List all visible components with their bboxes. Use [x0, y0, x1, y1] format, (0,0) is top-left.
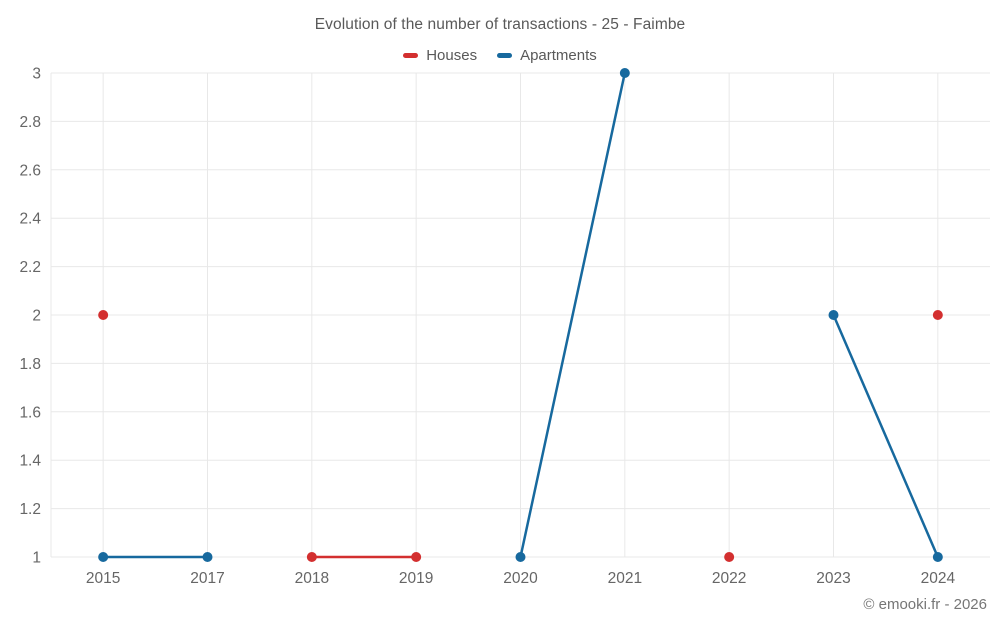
data-point-apartments-2017[interactable] [202, 552, 213, 562]
x-tick-label: 2015 [86, 570, 120, 587]
x-tick-label: 2024 [921, 570, 956, 587]
copyright-text: © emooki.fr - 2026 [863, 596, 987, 613]
x-tick-label: 2023 [816, 570, 850, 587]
series-line-apartments [101, 71, 940, 559]
y-tick-label: 2.8 [19, 114, 41, 131]
y-tick-label: 1.4 [19, 453, 41, 470]
data-point-houses-2019[interactable] [411, 552, 422, 562]
x-axis-labels: 2015 2017 2018 2019 2020 2021 2022 2023 2024 [86, 570, 956, 587]
legend: Houses Apartments [0, 47, 1000, 64]
y-tick-label: 2.2 [19, 259, 41, 276]
gridlines [50, 72, 990, 558]
x-tick-label: 2020 [503, 570, 538, 587]
apartments-swatch-icon [497, 53, 513, 58]
y-tick-label: 3 [32, 66, 41, 83]
data-point-houses-2024[interactable] [932, 310, 943, 320]
y-tick-label: 2 [32, 308, 41, 325]
data-point-apartments-2015[interactable] [98, 552, 109, 562]
legend-item-apartments[interactable]: Apartments [497, 47, 597, 64]
x-tick-label: 2022 [712, 570, 746, 587]
series-houses [98, 310, 943, 562]
series-apartments [98, 68, 943, 562]
legend-label-apartments: Apartments [520, 47, 597, 64]
data-point-apartments-2023[interactable] [828, 310, 839, 320]
x-tick-label: 2018 [295, 570, 329, 587]
x-tick-label: 2019 [399, 570, 433, 587]
y-tick-label: 1.8 [19, 356, 41, 373]
legend-item-houses[interactable]: Houses [403, 47, 477, 64]
data-point-apartments-2020[interactable] [515, 552, 526, 562]
x-tick-label: 2017 [190, 570, 224, 587]
y-tick-label: 2.4 [19, 211, 41, 228]
y-tick-label: 2.6 [19, 162, 41, 179]
x-tick-label: 2021 [608, 570, 642, 587]
legend-label-houses: Houses [426, 47, 478, 64]
y-axis-labels: 1 1.2 1.4 1.6 1.8 2 2.2 2.4 2.6 2.8 3 [19, 66, 41, 567]
chart-title: Evolution of the number of transactions … [314, 16, 686, 33]
y-tick-label: 1 [32, 550, 41, 567]
data-point-houses-2018[interactable] [306, 552, 317, 562]
houses-swatch-icon [403, 53, 419, 58]
data-point-houses-2015[interactable] [98, 310, 109, 320]
y-tick-label: 1.2 [19, 501, 41, 518]
data-point-apartments-2024[interactable] [932, 552, 943, 562]
data-point-houses-2022[interactable] [724, 552, 735, 562]
y-tick-label: 1.6 [19, 404, 41, 421]
data-point-apartments-2021[interactable] [619, 68, 630, 78]
